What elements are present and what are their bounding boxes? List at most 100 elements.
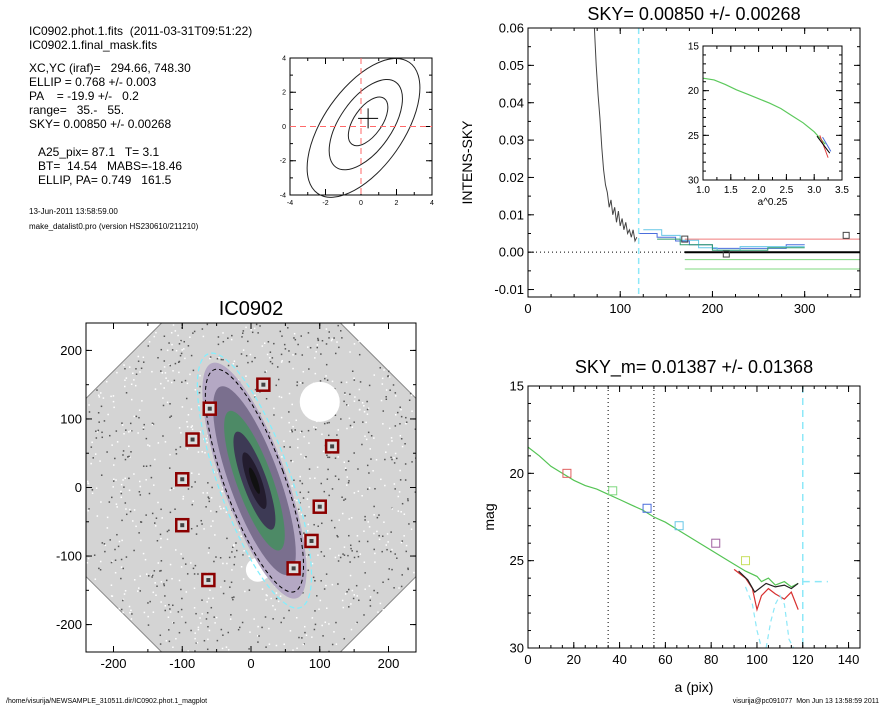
noise-dot	[338, 478, 340, 481]
info-mask: IC0902.1.final_mask.fits	[29, 38, 158, 52]
noise-dot	[163, 584, 166, 587]
noise-dot	[334, 352, 337, 355]
noise-dot	[164, 605, 167, 607]
noise-dot	[394, 414, 397, 416]
noise-dot	[243, 550, 245, 552]
noise-dot	[133, 549, 135, 552]
noise-dot	[120, 558, 123, 561]
noise-dot	[361, 402, 364, 404]
inset-ytick-label: 30	[688, 176, 700, 187]
noise-dot	[152, 591, 155, 594]
noise-dot	[218, 357, 220, 359]
noise-dot	[167, 616, 170, 618]
noise-dot	[178, 343, 181, 345]
inset-xlabel: a^0.25	[758, 197, 788, 208]
info-ellip-pa: ELLIP, PA= 0.749 161.5	[38, 173, 172, 187]
noise-dot	[314, 477, 316, 479]
noise-dot	[95, 437, 98, 439]
noise-dot	[137, 360, 140, 363]
noise-dot	[164, 372, 167, 374]
noise-dot	[140, 521, 143, 523]
noise-dot	[314, 610, 316, 612]
noise-dot	[160, 546, 162, 549]
noise-dot	[86, 562, 89, 564]
noise-dot	[364, 572, 366, 574]
noise-dot	[400, 585, 403, 588]
noise-dot	[123, 486, 125, 488]
noise-dot	[321, 433, 323, 436]
noise-dot	[304, 457, 306, 459]
noise-dot	[296, 647, 298, 650]
noise-dot	[129, 456, 131, 458]
noise-dot	[169, 608, 171, 610]
noise-dot	[229, 618, 232, 620]
noise-dot	[292, 354, 294, 356]
noise-dot	[169, 611, 172, 613]
noise-dot	[337, 536, 339, 538]
noise-dot	[250, 328, 252, 331]
noise-dot	[390, 531, 392, 533]
noise-dot	[124, 458, 127, 461]
noise-dot	[128, 605, 131, 608]
noise-dot	[222, 358, 224, 361]
noise-dot	[194, 637, 196, 640]
info-range: range= 35.- 55.	[29, 103, 125, 117]
noise-dot	[316, 344, 319, 346]
image-ytick-label: -100	[56, 549, 82, 564]
noise-dot	[121, 424, 124, 426]
noise-dot	[129, 430, 132, 432]
mag-ytick-label: 20	[510, 466, 524, 481]
noise-dot	[316, 466, 319, 468]
footer-user: visurija@pc091077 Mon Jun 13 13:58:59 20…	[732, 698, 879, 705]
image-ytick-label: 100	[60, 412, 82, 427]
galaxy-isophote	[248, 467, 260, 494]
noise-dot	[376, 592, 379, 594]
noise-dot	[142, 552, 145, 555]
info-sky: SKY= 0.00850 +/- 0.00268	[29, 117, 172, 131]
noise-dot	[116, 533, 118, 536]
noise-dot	[311, 562, 314, 565]
noise-dot	[316, 346, 319, 349]
noise-dot	[203, 639, 206, 642]
noise-dot	[160, 569, 162, 572]
noise-dot	[257, 641, 259, 643]
noise-dot	[283, 440, 285, 442]
noise-dot	[370, 435, 373, 437]
inset-xtick-label: 2.5	[779, 185, 793, 196]
noise-dot	[153, 570, 156, 572]
noise-dot	[217, 336, 220, 338]
noise-dot	[261, 626, 263, 629]
noise-dot	[375, 459, 378, 461]
noise-dot	[248, 648, 250, 650]
noise-dot	[251, 331, 254, 334]
noise-dot	[200, 622, 202, 624]
noise-dot	[135, 415, 138, 418]
noise-dot	[179, 446, 182, 448]
noise-dot	[302, 535, 304, 537]
noise-dot	[378, 534, 380, 537]
noise-dot	[382, 423, 384, 425]
noise-dot	[184, 563, 187, 565]
contour-xtick-label: -4	[287, 200, 293, 207]
noise-dot	[124, 502, 127, 504]
mag-xtick-label: 140	[838, 652, 860, 667]
noise-dot	[135, 525, 137, 528]
noise-dot	[210, 510, 212, 512]
noise-dot	[323, 422, 326, 425]
noise-dot	[190, 408, 193, 410]
noise-dot	[393, 483, 396, 485]
noise-dot	[122, 454, 124, 456]
noise-dot	[265, 397, 268, 400]
noise-dot	[190, 562, 192, 564]
mag-xtick-label: 0	[524, 652, 531, 667]
noise-dot	[168, 467, 171, 469]
noise-dot	[391, 508, 393, 510]
noise-dot	[151, 576, 153, 578]
noise-dot	[399, 423, 401, 425]
noise-dot	[170, 415, 173, 417]
noise-dot	[186, 421, 188, 423]
noise-dot	[320, 482, 323, 485]
noise-dot	[211, 486, 213, 489]
noise-dot	[325, 573, 328, 575]
mag-xtick-label: 100	[746, 652, 768, 667]
